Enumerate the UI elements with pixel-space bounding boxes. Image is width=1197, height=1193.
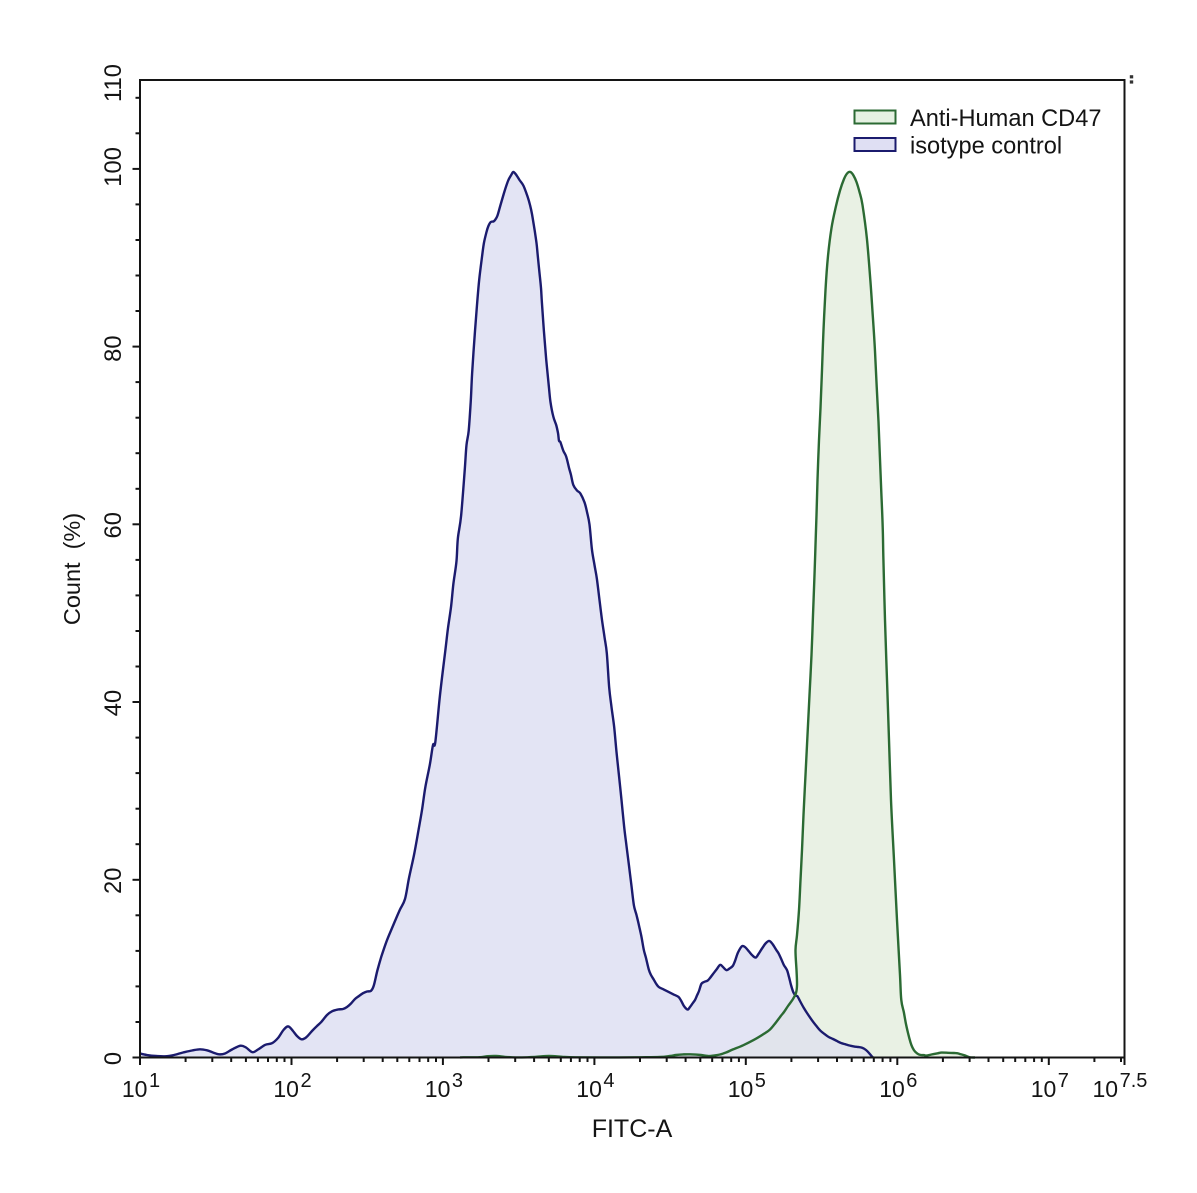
svg-text:107.5: 107.5 bbox=[1093, 1070, 1148, 1102]
svg-text:80: 80 bbox=[100, 335, 127, 361]
svg-text:Anti-Human CD47: Anti-Human CD47 bbox=[910, 106, 1101, 132]
svg-text:100: 100 bbox=[100, 147, 127, 187]
svg-text:isotype control: isotype control bbox=[910, 134, 1062, 160]
svg-text:Count (%): Count (%) bbox=[59, 513, 85, 625]
svg-text:FITC-A: FITC-A bbox=[592, 1115, 673, 1143]
svg-text:40: 40 bbox=[100, 690, 127, 716]
svg-text:20: 20 bbox=[100, 868, 127, 894]
svg-text:103: 103 bbox=[425, 1070, 463, 1102]
svg-text:110: 110 bbox=[100, 64, 127, 102]
svg-text:0: 0 bbox=[100, 1052, 127, 1065]
svg-text:60: 60 bbox=[100, 512, 127, 538]
